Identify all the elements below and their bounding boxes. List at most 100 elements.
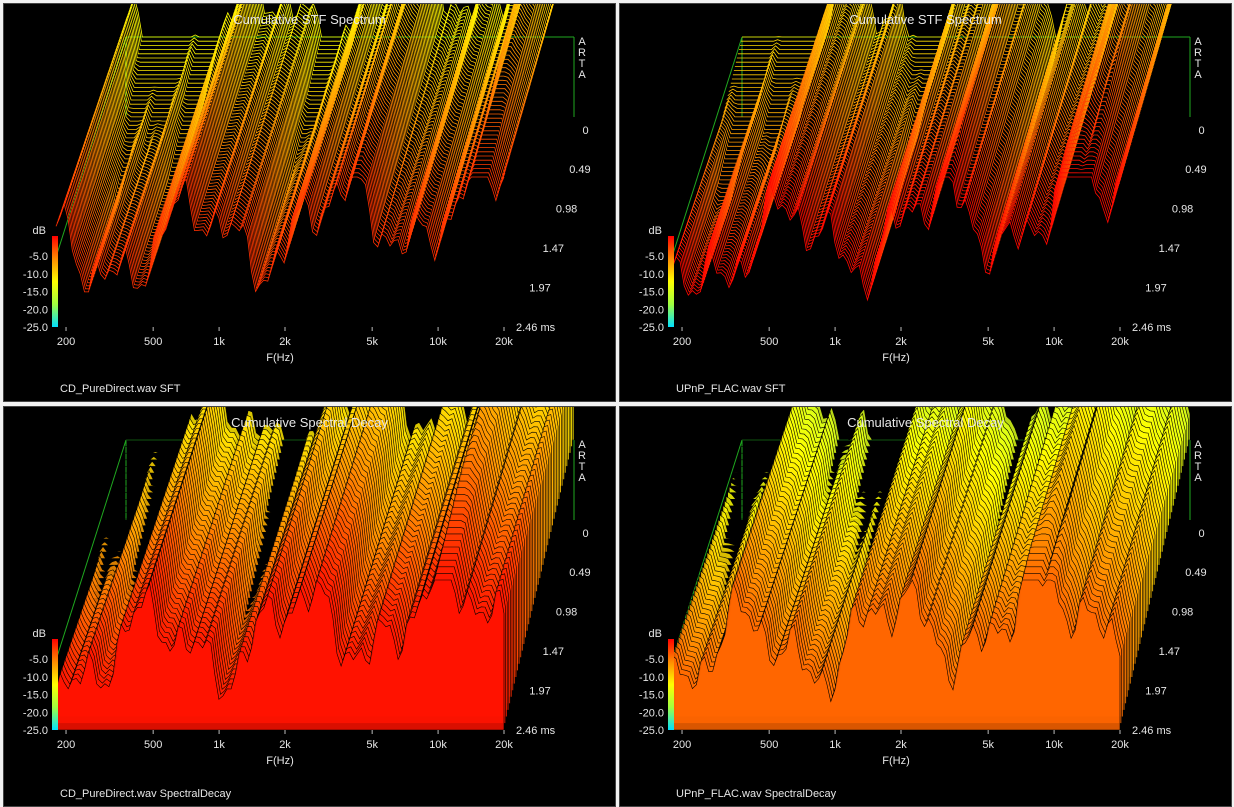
- db-tick-label: -20.0: [23, 304, 48, 316]
- waterfall-slice: [77, 84, 527, 226]
- time-tick-label: 0.98: [556, 204, 577, 216]
- chart-title: Cumulative STF Spectrum: [233, 12, 386, 27]
- waterfall-slice: [99, 4, 548, 147]
- x-tick-label: 10k: [1045, 739, 1063, 751]
- x-axis-label: F(Hz): [882, 755, 910, 767]
- db-tick-label: -20.0: [639, 707, 664, 719]
- waterfall-slice: [100, 4, 549, 143]
- time-tick-label: 1.97: [1145, 283, 1166, 295]
- brand-letter: A: [1194, 472, 1202, 484]
- db-tick-label: -25.0: [639, 322, 664, 334]
- brand-letter: A: [578, 69, 586, 81]
- x-tick-label: 1k: [829, 336, 841, 348]
- x-tick-label: 1k: [829, 739, 841, 751]
- waterfall-slice: [675, 159, 1125, 289]
- chart-caption: CD_PureDirect.wav SFT: [60, 383, 181, 395]
- waterfall-slice: [109, 4, 554, 105]
- waterfall-slice: [63, 142, 513, 269]
- waterfall-plot: dB -5.0 -10.0 -15.0 -20.0 -25.0 200 500 1k 2k 5k 10…: [639, 4, 1207, 364]
- db-unit-label: dB: [33, 628, 46, 640]
- x-tick-label: 200: [57, 336, 75, 348]
- time-tick-label: 1.97: [529, 283, 550, 295]
- x-tick-label: 10k: [1045, 336, 1063, 348]
- db-tick-label: -5.0: [645, 654, 664, 666]
- db-tick-label: -5.0: [645, 251, 664, 263]
- x-tick-label: 5k: [366, 336, 378, 348]
- x-tick-label: 5k: [982, 336, 994, 348]
- x-tick-label: 2k: [895, 336, 907, 348]
- waterfall-slices: [55, 4, 554, 293]
- waterfall-slice: [93, 21, 542, 173]
- time-tick-label: 2.46 ms: [1132, 322, 1172, 334]
- brand-letter: R: [1194, 47, 1202, 59]
- x-tick-label: 2k: [279, 336, 291, 348]
- x-tick-label: 500: [760, 739, 778, 751]
- x-tick-label: 10k: [429, 336, 447, 348]
- db-tick-label: -10.0: [23, 672, 48, 684]
- time-tick-label: 1.97: [529, 686, 550, 698]
- db-unit-label: dB: [649, 225, 662, 237]
- waterfall-slice: [78, 79, 528, 223]
- time-tick-label: 1.47: [543, 243, 564, 255]
- x-tick-label: 2k: [895, 739, 907, 751]
- x-tick-label: 1k: [213, 336, 225, 348]
- x-tick-label: 20k: [495, 739, 513, 751]
- time-tick-label: 0.49: [1185, 164, 1206, 176]
- time-tick-label: 0.98: [1172, 607, 1193, 619]
- chart-panel-csd-upnp: dB -5.0 -10.0 -15.0 -20.0 -25.0 200 500 1k 2k 5k 10…: [619, 406, 1232, 807]
- waterfall-slice: [69, 117, 519, 250]
- chart-caption: CD_PureDirect.wav SpectralDecay: [60, 788, 232, 800]
- time-tick-label: 0.49: [569, 567, 590, 579]
- waterfall-slice: [81, 71, 530, 217]
- x-tick-label: 20k: [1111, 336, 1129, 348]
- chart-panel-csd-cd: dB -5.0 -10.0 -15.0 -20.0 -25.0 200 500 1k 2k 5k 10…: [3, 406, 616, 807]
- chart-title: Cumulative STF Spectrum: [849, 12, 1002, 27]
- waterfall-slice: [103, 4, 553, 131]
- waterfall-slices: [671, 4, 1172, 302]
- waterfall-slices: [671, 407, 1191, 731]
- time-tick-label: 0: [1199, 125, 1205, 137]
- waterfall-slice: [59, 159, 509, 281]
- waterfall-slice: [102, 4, 552, 135]
- time-tick-label: 0.98: [1172, 204, 1193, 216]
- colorbar: [52, 236, 58, 327]
- x-tick-label: 20k: [495, 336, 513, 348]
- waterfall-slice: [95, 12, 544, 164]
- brand-letter: A: [578, 472, 586, 484]
- waterfall-slice: [56, 172, 506, 290]
- waterfall-slice: [92, 25, 541, 177]
- x-tick-label: 1k: [213, 739, 225, 751]
- waterfall-slice: [84, 58, 533, 208]
- waterfall-slice: [672, 172, 1122, 299]
- brand-letter: T: [579, 58, 586, 70]
- waterfall-slice: [113, 4, 516, 88]
- db-tick-label: -20.0: [639, 304, 664, 316]
- waterfall-slice: [64, 138, 514, 266]
- waterfall-slice: [119, 4, 509, 63]
- brand-letter: T: [1195, 461, 1202, 473]
- x-axis-label: F(Hz): [266, 755, 294, 767]
- x-tick-label: 200: [673, 336, 691, 348]
- waterfall-slice: [62, 147, 512, 272]
- waterfall-slice: [96, 8, 545, 160]
- db-tick-label: -25.0: [23, 322, 48, 334]
- chart-title: Cumulative Spectral Decay: [847, 415, 1004, 430]
- waterfall-slice: [91, 29, 540, 181]
- waterfall-slice: [87, 46, 536, 198]
- waterfall-slice: [60, 155, 510, 278]
- waterfall-slice: [58, 163, 508, 284]
- waterfall-slice: [97, 4, 546, 156]
- time-tick-label: 0: [583, 125, 589, 137]
- brand-letter: T: [1195, 58, 1202, 70]
- db-tick-label: -5.0: [29, 654, 48, 666]
- time-tick-label: 0: [583, 528, 589, 540]
- waterfall-slice: [111, 4, 554, 97]
- waterfall-slice: [61, 151, 511, 275]
- time-tick-label: 0.98: [556, 607, 577, 619]
- brand-letter: A: [578, 36, 586, 48]
- brand-letter: R: [1194, 450, 1202, 462]
- colorbar: [52, 639, 58, 730]
- x-tick-label: 5k: [366, 739, 378, 751]
- db-tick-label: -10.0: [639, 269, 664, 281]
- waterfall-slice: [57, 168, 507, 287]
